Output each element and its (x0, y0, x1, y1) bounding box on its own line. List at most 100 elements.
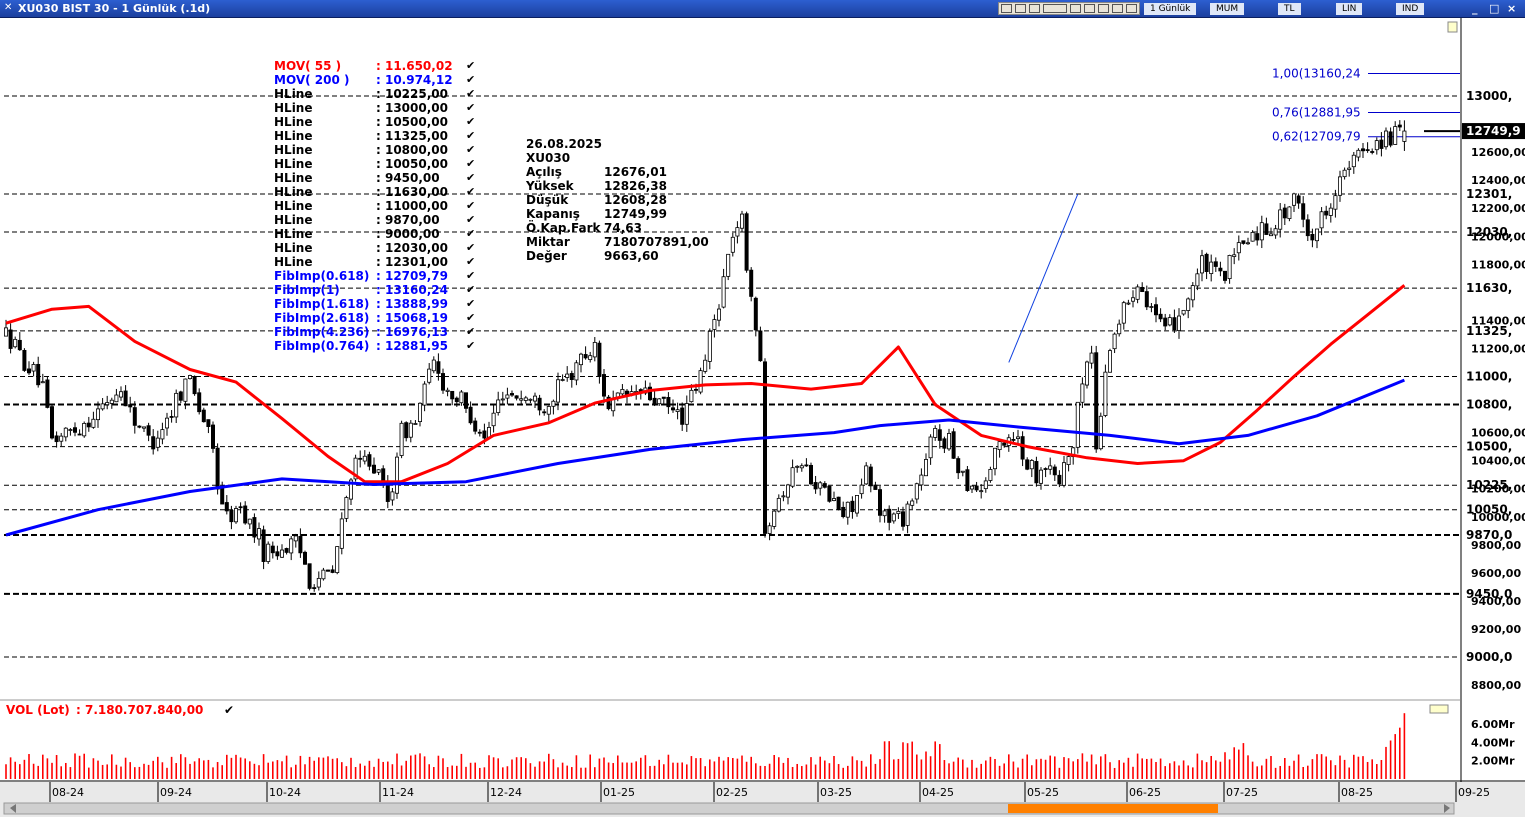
candle-body-167[interactable] (772, 510, 777, 527)
candle-body-35[interactable] (164, 417, 169, 429)
candle-body-117[interactable] (542, 411, 547, 414)
legend-check-icon-2[interactable]: ✔ (466, 87, 476, 100)
candle-body-163[interactable] (753, 297, 758, 331)
currency-option[interactable]: TL (1278, 3, 1301, 15)
candle-body-90[interactable] (417, 402, 422, 422)
candle-body-233[interactable] (1075, 401, 1080, 448)
candle-body-8[interactable] (40, 381, 45, 384)
tool-icon[interactable] (1084, 4, 1095, 13)
candle-body-214[interactable] (988, 469, 993, 481)
candle-body-255[interactable] (1177, 315, 1182, 331)
candle-body-109[interactable] (505, 394, 510, 399)
candle-body-46[interactable] (215, 447, 220, 490)
candle-body-269[interactable] (1241, 240, 1246, 244)
candle-body-3[interactable] (17, 339, 22, 351)
candle-body-216[interactable] (997, 441, 1002, 451)
indicator-option[interactable]: IND (1396, 3, 1425, 15)
candle-body-158[interactable] (730, 236, 735, 253)
candle-body-202[interactable] (933, 428, 938, 438)
candle-body-36[interactable] (169, 416, 174, 418)
legend-check-icon-5[interactable]: ✔ (466, 129, 476, 142)
candle-body-37[interactable] (174, 392, 179, 418)
legend-check-icon-18[interactable]: ✔ (466, 311, 476, 324)
legend-check-icon-0[interactable]: ✔ (466, 59, 476, 72)
candle-body-195[interactable] (901, 511, 906, 527)
candle-body-83[interactable] (385, 482, 390, 502)
candle-body-9[interactable] (45, 379, 50, 408)
candle-body-52[interactable] (243, 505, 248, 524)
candle-body-38[interactable] (178, 391, 183, 401)
candle-body-271[interactable] (1250, 232, 1255, 242)
candle-body-19[interactable] (91, 418, 96, 428)
legend-check-icon-10[interactable]: ✔ (466, 199, 476, 212)
candle-body-111[interactable] (514, 395, 519, 399)
candle-body-155[interactable] (717, 308, 722, 321)
candle-body-265[interactable] (1223, 270, 1228, 281)
candle-body-243[interactable] (1121, 302, 1126, 324)
candle-body-18[interactable] (86, 422, 91, 428)
candle-body-296[interactable] (1365, 149, 1370, 152)
candle-body-56[interactable] (261, 529, 266, 562)
candle-body-141[interactable] (652, 397, 657, 405)
candle-body-41[interactable] (192, 375, 197, 395)
candle-body-272[interactable] (1255, 233, 1260, 241)
candle-body-174[interactable] (804, 464, 809, 467)
candle-body-215[interactable] (993, 447, 998, 470)
candle-body-50[interactable] (233, 508, 238, 523)
candle-body-212[interactable] (979, 490, 984, 493)
candle-body-162[interactable] (749, 269, 754, 297)
candle-body-172[interactable] (795, 465, 800, 468)
candle-body-285[interactable] (1315, 228, 1320, 242)
candle-body-184[interactable] (850, 500, 855, 513)
candle-body-98[interactable] (454, 397, 459, 403)
candle-body-44[interactable] (206, 419, 211, 427)
candle-body-303[interactable] (1397, 124, 1402, 128)
candle-body-182[interactable] (841, 506, 846, 518)
legend-check-icon-6[interactable]: ✔ (466, 143, 476, 156)
candle-body-201[interactable] (928, 436, 933, 459)
candle-body-121[interactable] (560, 379, 565, 381)
candle-body-66[interactable] (307, 563, 312, 589)
candle-body-170[interactable] (786, 484, 791, 498)
legend-check-icon-20[interactable]: ✔ (466, 339, 476, 352)
maximize-button[interactable]: □ (1489, 2, 1500, 15)
candle-body-191[interactable] (882, 510, 887, 517)
candle-body-199[interactable] (919, 474, 924, 486)
candle-body-10[interactable] (50, 406, 55, 439)
candle-body-245[interactable] (1131, 297, 1136, 302)
candle-body-187[interactable] (864, 465, 869, 485)
candle-body-193[interactable] (891, 513, 896, 522)
candle-body-126[interactable] (583, 354, 588, 359)
candle-body-292[interactable] (1347, 167, 1352, 170)
candle-body-59[interactable] (275, 551, 280, 557)
candle-body-173[interactable] (799, 465, 804, 469)
candle-body-68[interactable] (316, 577, 321, 588)
candle-body-248[interactable] (1144, 291, 1149, 308)
candle-body-69[interactable] (321, 569, 326, 580)
candle-body-252[interactable] (1163, 317, 1168, 327)
candle-body-114[interactable] (528, 398, 533, 401)
candle-body-7[interactable] (36, 363, 41, 386)
candle-body-55[interactable] (256, 528, 261, 540)
candle-body-274[interactable] (1264, 223, 1269, 235)
candle-body-299[interactable] (1379, 139, 1384, 149)
candle-body-286[interactable] (1319, 211, 1324, 229)
scrollbar-thumb[interactable] (1008, 804, 1218, 813)
candle-body-229[interactable] (1057, 474, 1062, 485)
candle-body-176[interactable] (813, 482, 818, 490)
candle-body-241[interactable] (1112, 333, 1117, 350)
legend-check-icon-17[interactable]: ✔ (466, 297, 476, 310)
candle-body-84[interactable] (390, 491, 395, 501)
candle-body-101[interactable] (468, 406, 473, 424)
candle-body-150[interactable] (694, 388, 699, 391)
candle-body-13[interactable] (63, 427, 68, 438)
candle-body-15[interactable] (73, 427, 78, 433)
candle-body-140[interactable] (648, 386, 653, 401)
candle-body-264[interactable] (1218, 267, 1223, 272)
legend-check-icon-14[interactable]: ✔ (466, 255, 476, 268)
candle-body-171[interactable] (790, 467, 795, 487)
candle-body-297[interactable] (1370, 151, 1375, 153)
candle-body-262[interactable] (1209, 261, 1214, 275)
candle-body-116[interactable] (537, 397, 542, 411)
candle-body-144[interactable] (666, 396, 671, 408)
